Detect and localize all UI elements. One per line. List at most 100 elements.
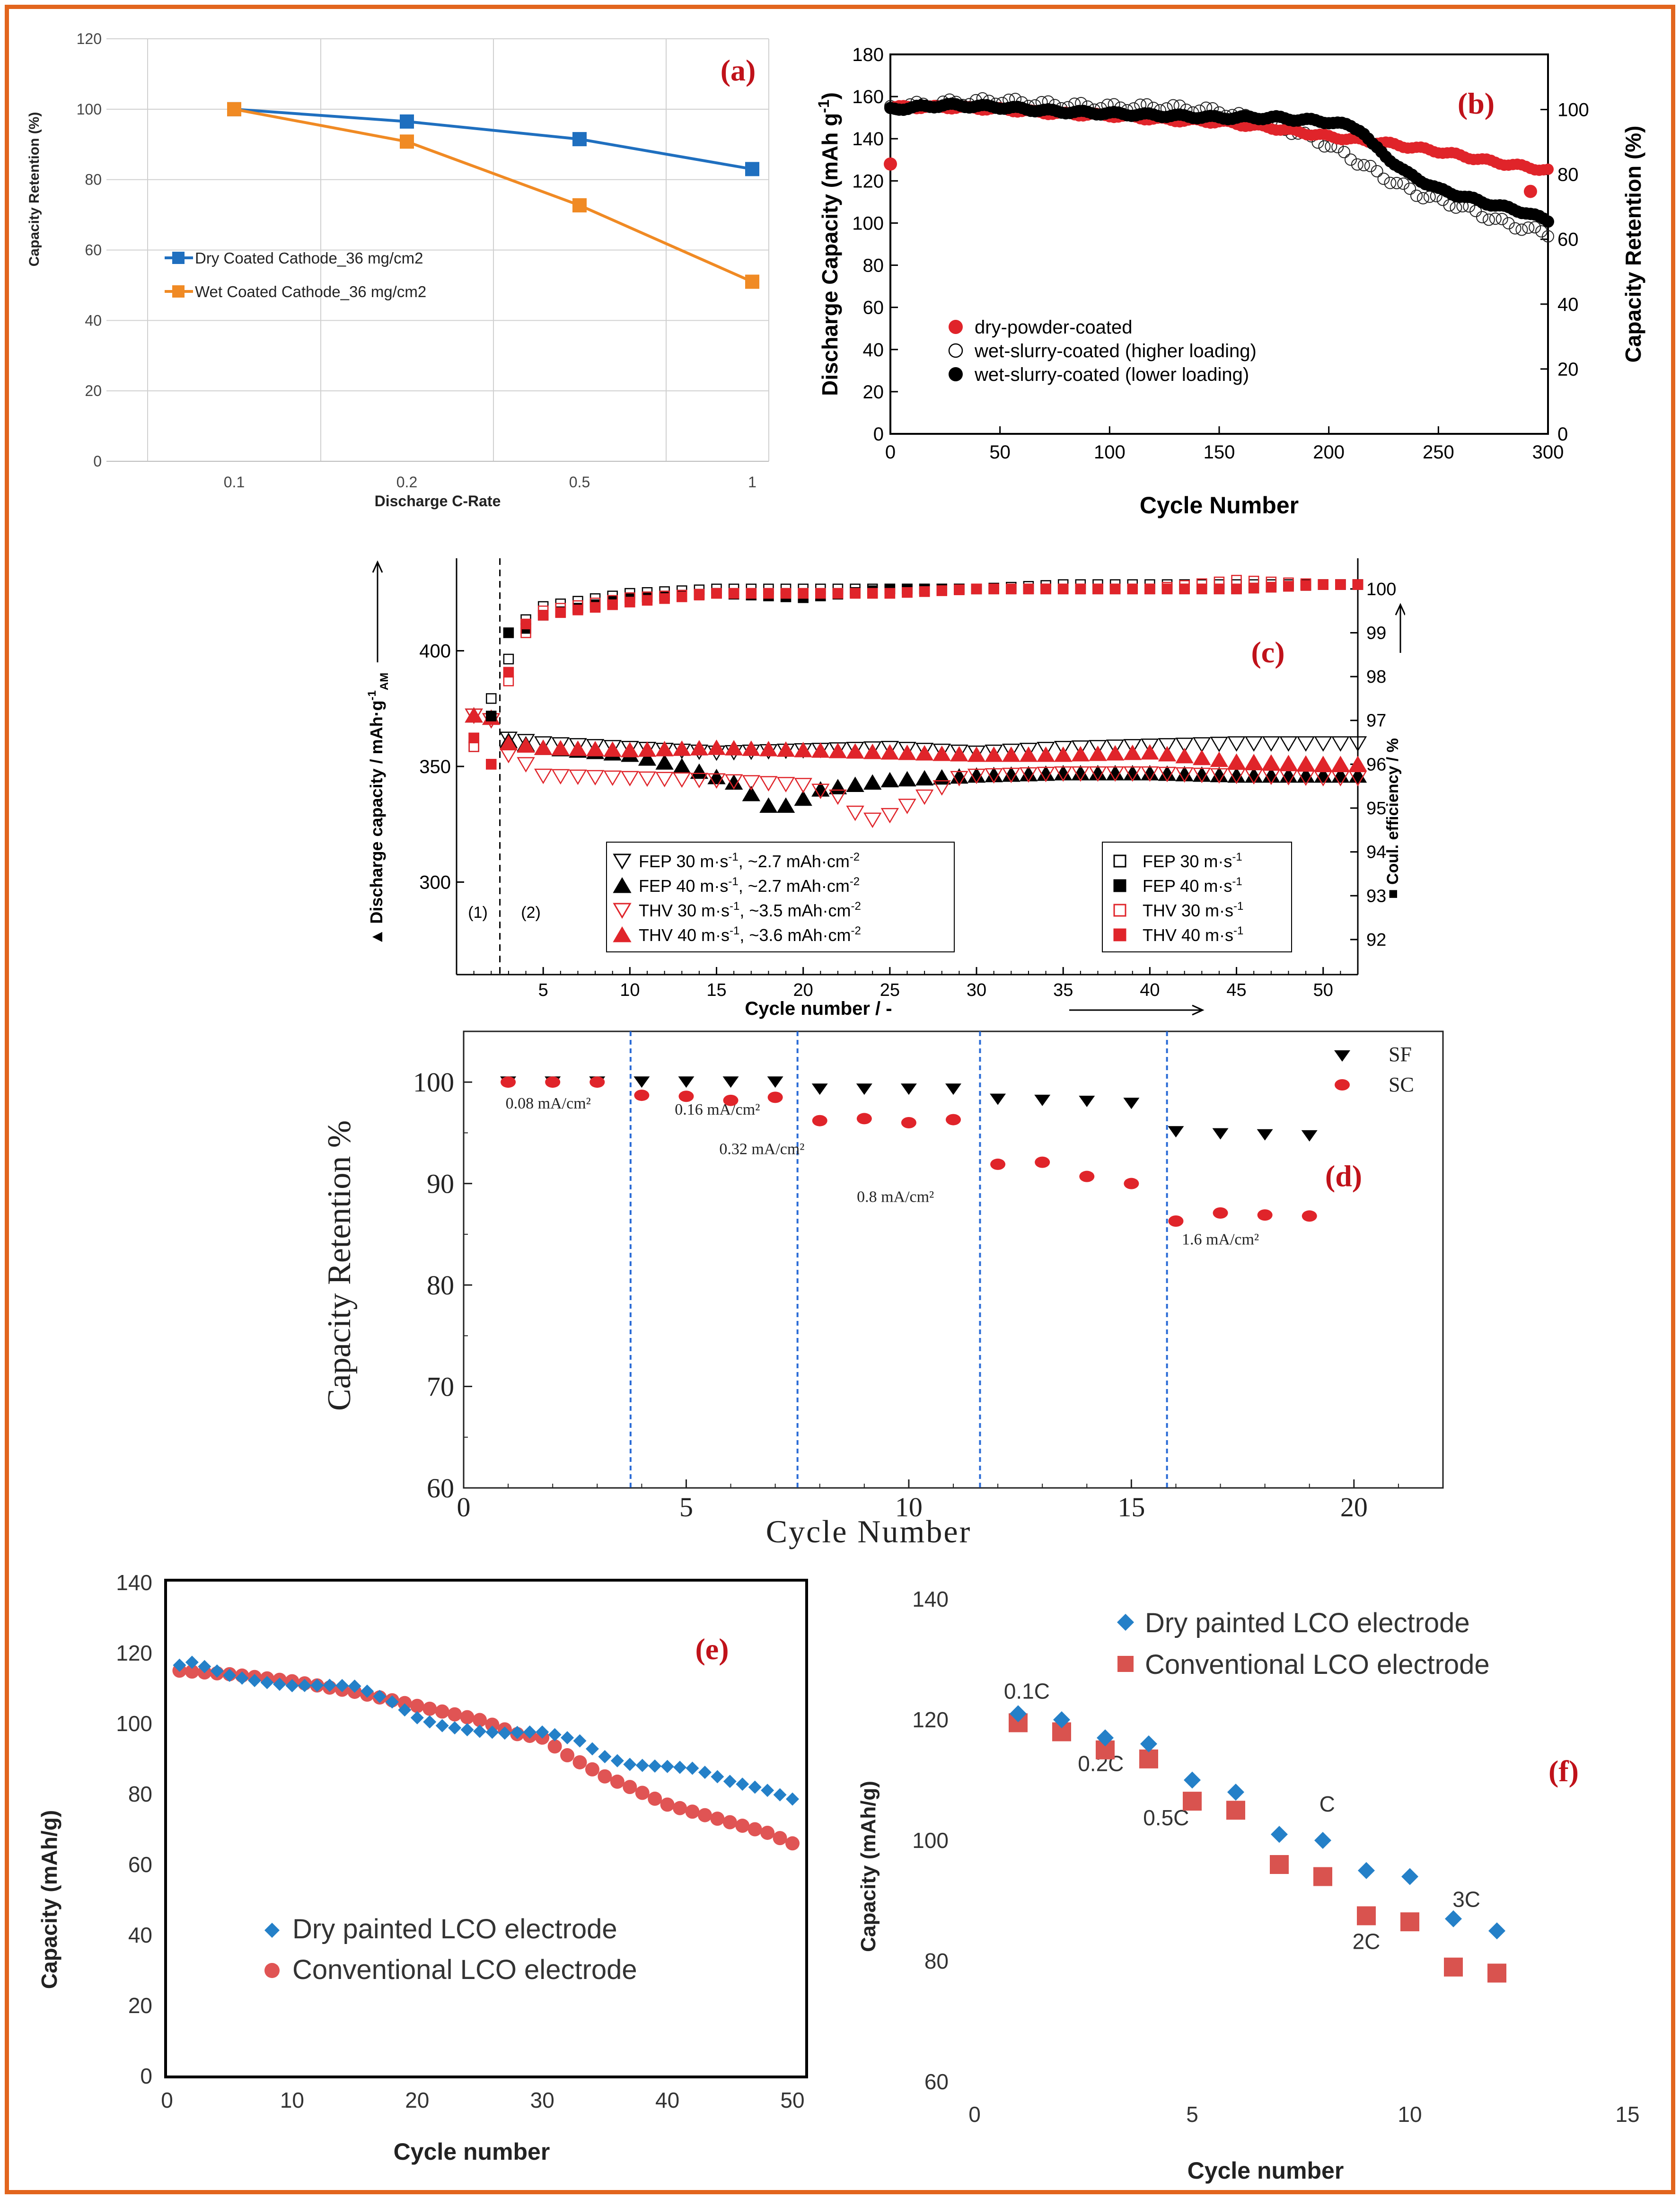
chart-f-point-dry [1097,1729,1114,1747]
chart-e-ytick: 100 [116,1711,152,1736]
chart-f-point-dry [1488,1922,1505,1940]
chart-e-point-conv [673,1801,687,1815]
chart-c-capacity-point [1106,739,1125,755]
chart-b-ytick: 80 [863,255,884,276]
chart-b-point-wet-high [1345,153,1357,166]
chart-e-point-conv [448,1707,462,1722]
chart-c-capacity-point [1227,736,1246,752]
chart-e-point-dry [523,1725,537,1739]
chart-b-legend-wet-low: wet-slurry-coated (lower loading) [974,364,1249,385]
chart-e-point-conv [748,1822,762,1837]
chart-c-capacity-point [1210,766,1229,783]
chart-c-region-2: (2) [521,904,541,922]
chart-c-xlabel: Cycle number / - [745,998,892,1019]
chart-c-efficiency-point [1283,581,1294,592]
chart-a-series-line [234,107,753,171]
chart-c-efficiency-point [1248,582,1259,594]
chart-c-capacity-point [517,734,535,749]
chart-e-point-dry [711,1770,724,1784]
chart-c-ylabel-sub: AM [378,673,391,690]
chart-b-point-dry-outlier [1523,185,1537,198]
chart-e-point-dry [398,1703,412,1717]
chart-e-point-conv [773,1831,787,1846]
chart-b-point-wet-high [1542,230,1554,243]
chart-c-efficiency-point [1161,583,1173,595]
chart-e-point-dry [198,1660,211,1673]
chart-c-efficiency-point [1318,579,1328,590]
chart-c-capacity-point [1089,766,1107,782]
chart-c-legend2-label-sup: -1 [1232,875,1242,888]
chart-b-ylabel: Discharge Capacity (mAh g-1) [815,92,842,396]
chart-c-capacity-point [967,768,986,784]
chart-b-point-wet-high [1351,158,1363,171]
chart-c-capacity-point [499,731,518,748]
chart-c-capacity-point [794,790,812,806]
chart-c-ylabel-main: Discharge capacity / mAh·g [367,700,386,924]
chart-d-rate-label: 0.8 mA/cm² [857,1188,934,1205]
chart-b-point-wet-high [1476,211,1488,223]
chart-c-efficiency-point [555,607,566,618]
chart-c-capacity-point [1193,749,1211,765]
chart-e-ytick: 60 [128,1852,152,1877]
chart-c-efficiency-point [902,587,913,598]
chart-c-capacity-point [846,741,864,757]
chart-c-capacity-point [1123,739,1142,755]
chart-c-legend-label-unit: , ~2.7 mAh·cm [739,852,850,871]
chart-f-point-dry [1140,1735,1157,1752]
chart-d-ytick: 60 [427,1473,454,1504]
chart-e-point-dry [648,1759,662,1773]
chart-c-efficiency-point [1300,580,1311,591]
chart-c-capacity-point [1210,751,1229,767]
chart-c-efficiency-point [1179,583,1190,595]
chart-c-y2tick: 97 [1366,711,1386,731]
chart-e-point-conv [410,1698,424,1713]
chart-c-capacity-point [1037,741,1055,757]
chart-d-point-sc [678,1091,694,1102]
chart-c-capacity-point [621,771,639,787]
chart-f-point-conv [1357,1906,1376,1926]
chart-b-ytick: 160 [852,87,884,107]
chart-b-point-wet-high [1482,213,1495,226]
chart-e-legend-dry: Dry painted LCO electrode [292,1914,617,1944]
chart-e-point-conv [735,1819,750,1833]
chart-c-efficiency-point [1006,583,1017,595]
chart-c-capacity-point [465,707,483,723]
chart-e-point-dry [598,1750,612,1763]
chart-f-point-dry [1445,1910,1462,1927]
chart-c-capacity-point [1054,765,1073,781]
chart-c-efficiency-point [936,585,948,596]
chart-e-point-dry [786,1792,799,1806]
chart-f-xtick: 5 [1186,2102,1198,2127]
chart-c-capacity-point [985,768,1003,784]
chart-f-ylabel: Capacity (mAh/g) [857,1781,880,1952]
chart-c-efficiency-point [1196,583,1207,595]
chart-c-legend-label-main: THV 40 m·s [639,925,730,945]
chart-c-capacity-point [638,750,657,766]
chart-c-legend2-marker [1113,879,1126,892]
chart-f-rate-label: 2C [1353,1929,1381,1954]
chart-c: 5 10 15 20 25 30 35 40 45 50 300 350 400 92 93 94 95 96 97… [366,558,1405,1019]
chart-c-capacity-point [759,776,778,792]
chart-a-ytick: 80 [85,171,102,188]
chart-c-legend-label-unit: , ~2.7 mAh·cm [739,876,850,896]
chart-b-point-wet-high [1397,177,1410,190]
chart-c-efficiency-point [1127,583,1138,595]
chart-c-capacity-point [1037,765,1055,781]
chart-c-legend-label-sup: -2 [850,875,860,888]
chart-e-ytick: 0 [140,2064,152,2088]
chart-c-capacity-point [915,789,934,805]
chart-c-capacity-point [1227,768,1246,784]
chart-c-capacity-point [1054,741,1073,756]
chart-c-efficiency-point [1040,583,1051,595]
chart-c-capacity-point [828,789,847,805]
chart-c-panel-label: (c) [1251,635,1284,669]
chart-c-efficiency-point [1214,583,1225,595]
chart-c-capacity-point [1123,765,1142,781]
chart-e-point-dry [773,1788,787,1802]
chart-c-capacity-point [1279,770,1298,786]
chart-c-capacity-point [603,740,622,756]
chart-c-efficiency-point [503,653,514,665]
chart-c-capacity-point [1296,770,1315,786]
chart-a-xtick: 0.1 [224,474,245,491]
